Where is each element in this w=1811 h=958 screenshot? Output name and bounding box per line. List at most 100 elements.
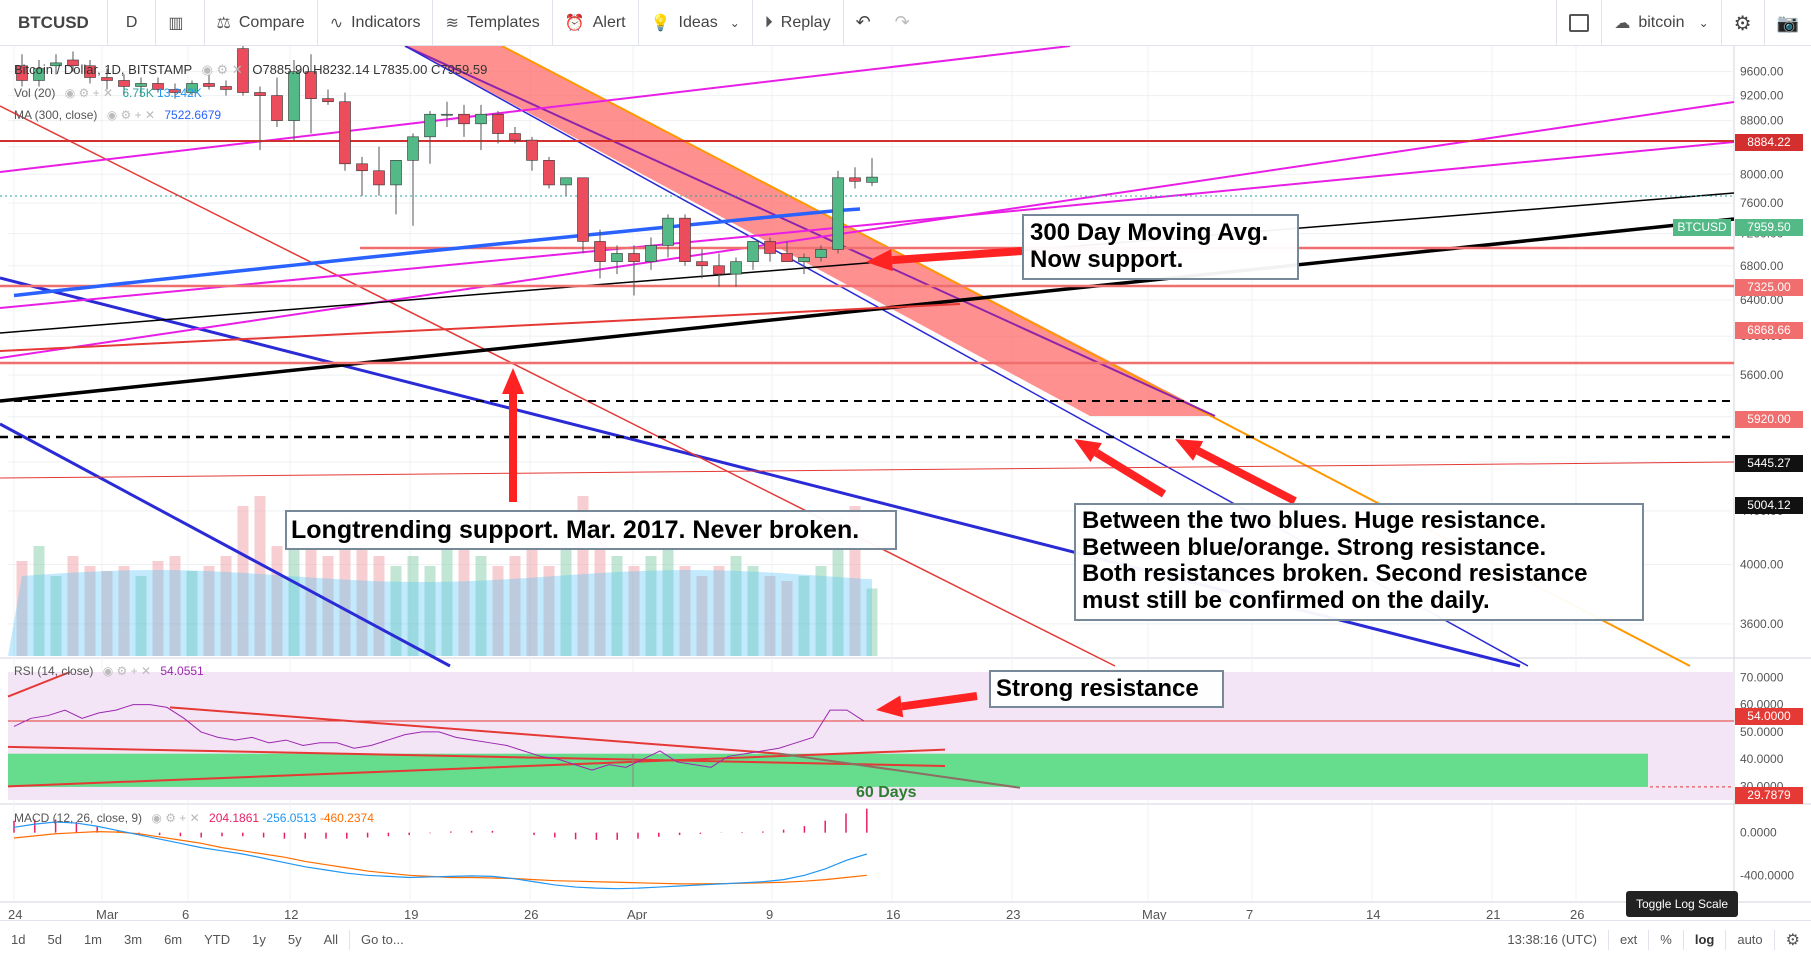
candle bbox=[84, 60, 96, 84]
alert-button[interactable]: ⏰ Alert bbox=[553, 0, 639, 46]
candle bbox=[390, 160, 402, 215]
percent-toggle[interactable]: % bbox=[1660, 932, 1672, 947]
replay-button[interactable]: ⏵ Replay bbox=[753, 0, 844, 46]
ideas-button[interactable]: 💡 Ideas ⌄ bbox=[639, 0, 753, 46]
candle-body bbox=[832, 177, 844, 250]
blues-line2: Between blue/orange. Strong resistance. bbox=[1082, 533, 1547, 561]
clock[interactable]: 13:38:16 (UTC) bbox=[1507, 932, 1597, 947]
goto-button[interactable]: Go to... bbox=[361, 932, 404, 947]
time-axis-label: 9 bbox=[766, 907, 773, 920]
symbol-search[interactable]: BTCUSD bbox=[0, 0, 108, 46]
price-axis-label: 7600.00 bbox=[1740, 196, 1784, 210]
ma-support-note[interactable]: 300 Day Moving Avg. Now support. bbox=[1022, 214, 1299, 280]
volume-bar bbox=[832, 516, 844, 656]
candle bbox=[424, 111, 436, 164]
volume-bar bbox=[679, 566, 691, 656]
candle bbox=[492, 111, 504, 144]
main-legend[interactable]: Bitcoin / Dollar, 1D, BITSTAMP ◉ ⚙ ✕ O78… bbox=[14, 62, 487, 78]
legend-actions-icon[interactable]: ◉ ⚙ + ✕ bbox=[106, 108, 156, 122]
volume-label: Vol (20) bbox=[14, 86, 56, 100]
range-1y[interactable]: 1y bbox=[252, 932, 266, 947]
interval-select[interactable]: D bbox=[108, 0, 157, 46]
rsi-axis-label: 70.0000 bbox=[1740, 670, 1784, 684]
range-all[interactable]: All bbox=[323, 932, 339, 947]
candle-body bbox=[560, 177, 572, 186]
candle bbox=[781, 241, 793, 262]
rsi-resistance-note[interactable]: Strong resistance bbox=[989, 670, 1224, 708]
range-ytd[interactable]: YTD bbox=[204, 932, 231, 947]
rsi-value: 54.0551 bbox=[160, 664, 204, 678]
legend-actions-icon[interactable]: ◉ ⚙ + ✕ bbox=[64, 86, 113, 100]
range-5d[interactable]: 5d bbox=[47, 932, 62, 947]
time-axis-label: Mar bbox=[96, 907, 119, 920]
volume-bar bbox=[254, 496, 266, 656]
indicators-button[interactable]: ∿ Indicators bbox=[318, 0, 434, 46]
replay-icon: ⏵ bbox=[764, 13, 773, 31]
replay-label: Replay bbox=[780, 13, 831, 31]
time-axis-label: 14 bbox=[1366, 907, 1380, 920]
legend-actions-icon[interactable]: ◉ ⚙ ✕ bbox=[201, 62, 243, 77]
redo-button[interactable]: ↷ bbox=[883, 0, 922, 46]
rsi-legend[interactable]: RSI (14, close) ◉ ⚙ + ✕ 54.0551 bbox=[14, 664, 204, 678]
volume-bar bbox=[458, 526, 470, 656]
divider bbox=[1607, 929, 1609, 950]
candle bbox=[118, 74, 130, 96]
volume-bar bbox=[815, 566, 827, 656]
auto-toggle[interactable]: auto bbox=[1737, 932, 1763, 947]
volume-bar bbox=[169, 556, 181, 656]
range-5y[interactable]: 5y bbox=[287, 932, 302, 947]
templates-button[interactable]: ≋ Templates bbox=[433, 0, 553, 46]
candle-body bbox=[33, 68, 45, 81]
time-axis-label: 26 bbox=[1570, 907, 1584, 920]
candle bbox=[594, 229, 606, 279]
resistance-note[interactable]: Between the two blues. Huge resistance. … bbox=[1074, 503, 1644, 621]
range-3m[interactable]: 3m bbox=[124, 932, 143, 947]
candle bbox=[764, 237, 776, 262]
candle-body bbox=[203, 83, 215, 87]
legend-actions-icon[interactable]: ◉ ⚙ + ✕ bbox=[102, 664, 151, 678]
layout-button[interactable]: ☁ bitcoin ⌄ bbox=[1602, 0, 1722, 46]
legend-actions-icon[interactable]: ◉ ⚙ + ✕ bbox=[151, 811, 200, 825]
symbol-tag: BTCUSD bbox=[1673, 219, 1731, 236]
magenta-line-1 bbox=[0, 141, 1735, 309]
ma-note-line1: 300 Day Moving Avg. bbox=[1030, 219, 1269, 246]
lightbulb-icon: 💡 bbox=[650, 14, 671, 32]
time-axis-label: 21 bbox=[1486, 907, 1500, 920]
arrow-head bbox=[1074, 439, 1102, 462]
volume-legend[interactable]: Vol (20) ◉ ⚙ + ✕ 6.75K 13.242K bbox=[14, 86, 202, 100]
candle bbox=[50, 54, 62, 75]
arrow-head bbox=[1175, 439, 1204, 461]
square-icon bbox=[1569, 14, 1590, 32]
candle-body bbox=[339, 101, 351, 165]
compare-button[interactable]: ⚖ Compare bbox=[205, 0, 318, 46]
candle bbox=[33, 60, 45, 87]
range-1d[interactable]: 1d bbox=[11, 932, 26, 947]
price-tag-resistance-4: 5920.00 bbox=[1735, 411, 1803, 428]
divider bbox=[1682, 929, 1684, 950]
candle-body bbox=[84, 65, 96, 78]
candle bbox=[696, 249, 708, 279]
candle bbox=[832, 170, 844, 254]
range-1m[interactable]: 1m bbox=[83, 932, 102, 947]
volume-bar bbox=[101, 571, 113, 656]
arrow-head bbox=[502, 368, 524, 394]
support-note[interactable]: Longtrending support. Mar. 2017. Never b… bbox=[285, 510, 897, 550]
fullscreen-button[interactable] bbox=[1556, 0, 1603, 46]
log-toggle[interactable]: log bbox=[1694, 932, 1715, 947]
settings-button[interactable]: ⚙ bbox=[1722, 0, 1765, 46]
chart-type-button[interactable]: ▥ bbox=[156, 0, 205, 46]
ext-toggle[interactable]: ext bbox=[1619, 932, 1638, 947]
volume-bar bbox=[747, 566, 759, 656]
alarm-clock-icon: ⏰ bbox=[564, 14, 585, 32]
range-6m[interactable]: 6m bbox=[164, 932, 183, 947]
undo-button[interactable]: ↶ bbox=[844, 0, 883, 46]
camera-button[interactable]: 📷 bbox=[1765, 0, 1811, 46]
price-axis-label: 3600.00 bbox=[1740, 617, 1784, 631]
ma-legend[interactable]: MA (300, close) ◉ ⚙ + ✕ 7522.6679 bbox=[14, 108, 221, 122]
gear-icon[interactable]: ⚙ bbox=[1785, 931, 1800, 949]
chevron-down-icon: ⌄ bbox=[729, 15, 740, 30]
redo-icon: ↷ bbox=[894, 12, 910, 32]
chart-canvas[interactable]: 9600.009200.008800.008400.008000.007600.… bbox=[0, 46, 1811, 920]
candle-body bbox=[679, 217, 691, 262]
macd-legend[interactable]: MACD (12, 26, close, 9) ◉ ⚙ + ✕ 204.1861… bbox=[14, 811, 374, 825]
